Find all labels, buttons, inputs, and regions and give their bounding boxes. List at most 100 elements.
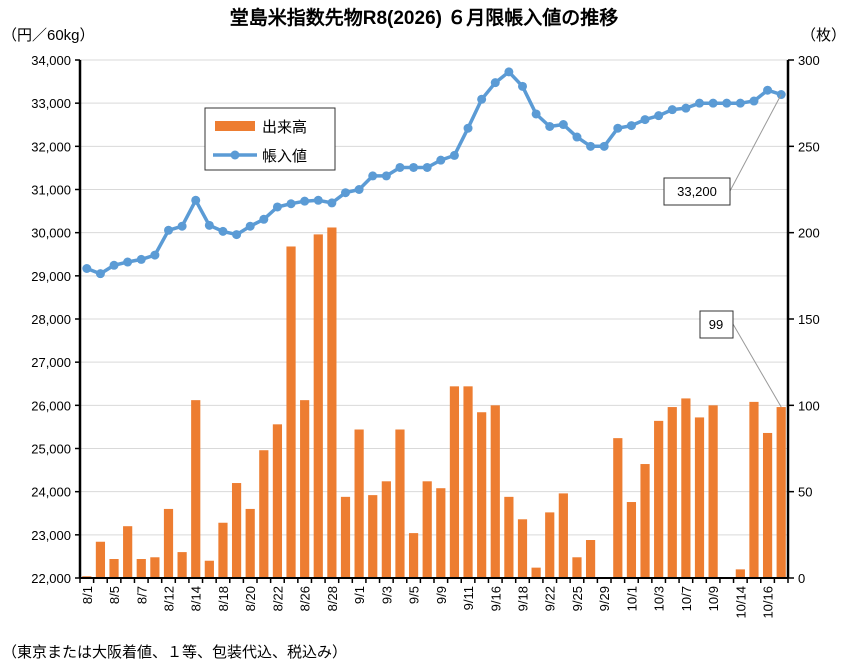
volume-bar <box>95 541 106 578</box>
left-tick-label: 22,000 <box>31 571 71 586</box>
left-tick-label: 31,000 <box>31 183 71 198</box>
settlement-point <box>300 196 310 206</box>
settlement-point <box>722 98 732 108</box>
settlement-point <box>449 150 459 160</box>
settlement-point <box>272 202 282 212</box>
settlement-point <box>245 221 255 231</box>
volume-bar <box>749 401 759 578</box>
volume-bar <box>463 386 473 578</box>
x-tick-label: 8/22 <box>270 586 285 611</box>
settlement-point <box>735 98 745 108</box>
callout-price: 33,200 <box>677 184 717 199</box>
settlement-point <box>477 94 487 104</box>
x-tick-label: 8/14 <box>189 586 204 611</box>
volume-bar <box>408 533 419 578</box>
volume-bar <box>313 234 323 579</box>
callout-box-price <box>663 177 731 206</box>
volume-bar <box>340 496 351 578</box>
volume-bar <box>504 496 514 578</box>
left-axis-unit: （円／60kg） <box>2 27 95 44</box>
settlement-point <box>218 226 228 236</box>
volume-bar <box>708 405 718 578</box>
volume-bar <box>259 450 269 578</box>
volume-bar <box>558 493 568 578</box>
settlement-point <box>463 123 473 133</box>
x-tick-label: 9/16 <box>488 586 503 611</box>
volume-bar <box>681 398 691 578</box>
settlement-point <box>409 162 419 172</box>
x-tick-label: 9/3 <box>379 586 394 604</box>
volume-bar <box>640 464 650 578</box>
volume-bar <box>354 429 364 578</box>
volume-bar <box>654 420 664 578</box>
x-tick-label: 8/12 <box>162 586 177 611</box>
settlement-point <box>613 123 623 133</box>
settlement-point <box>191 195 201 205</box>
settlement-point <box>654 111 664 121</box>
x-tick-label: 8/20 <box>243 586 258 611</box>
x-tick-label: 8/18 <box>216 586 231 611</box>
volume-bar <box>626 502 637 578</box>
footnote: （東京または大阪着値、１等、包装代込、税込み） <box>2 643 347 661</box>
left-tick-label: 34,000 <box>31 53 71 68</box>
right-tick-label: 300 <box>798 53 820 68</box>
settlement-point <box>640 115 650 125</box>
volume-bar <box>436 488 446 578</box>
chart-title: 堂島米指数先物R8(2026) ６月限帳入値の推移 <box>230 6 619 29</box>
x-tick-label: 8/28 <box>325 586 340 611</box>
left-tick-label: 24,000 <box>31 485 71 500</box>
volume-bar <box>218 522 228 578</box>
volume-bar <box>517 519 528 578</box>
right-tick-label: 250 <box>798 139 820 154</box>
volume-bar <box>694 417 705 578</box>
right-tick-label: 200 <box>798 226 820 241</box>
volume-bar <box>300 400 310 578</box>
settlement-point <box>558 120 568 130</box>
settlement-point <box>626 121 636 131</box>
settlement-point <box>150 250 160 260</box>
x-tick-label: 10/16 <box>761 586 776 619</box>
settlement-point <box>381 171 391 181</box>
volume-bar <box>449 386 460 578</box>
volume-bar <box>272 424 283 578</box>
settlement-line <box>82 67 786 279</box>
right-tick-label: 50 <box>798 485 812 500</box>
settlement-point <box>164 225 173 235</box>
settlement-point <box>109 260 119 270</box>
legend-label-settlement: 帳入値 <box>262 148 307 165</box>
x-tick-label: 10/9 <box>706 586 721 611</box>
volume-bar <box>368 495 378 578</box>
settlement-point <box>368 171 378 181</box>
x-tick-label: 8/5 <box>107 586 122 604</box>
x-tick-label: 9/18 <box>516 586 531 611</box>
x-tick-label: 9/1 <box>352 586 367 604</box>
x-tick-label: 10/3 <box>652 586 667 611</box>
settlement-point <box>545 121 555 131</box>
left-tick-label: 26,000 <box>31 398 71 413</box>
volume-bar <box>327 227 337 578</box>
x-tick-label: 8/1 <box>80 586 95 604</box>
settlement-point <box>95 269 105 279</box>
right-tick-label: 100 <box>798 398 820 413</box>
volume-bar <box>231 483 242 578</box>
settlement-point <box>354 185 364 194</box>
settlement-point <box>667 105 677 115</box>
callout-leader-price <box>729 94 782 192</box>
settlement-point <box>572 132 582 142</box>
settlement-point <box>763 85 773 95</box>
left-tick-label: 33,000 <box>31 96 71 111</box>
volume-bar <box>735 569 745 578</box>
volume-bar <box>545 512 555 578</box>
x-tick-label: 9/5 <box>407 586 422 604</box>
settlement-point <box>586 141 596 151</box>
left-tick-label: 32,000 <box>31 139 71 154</box>
x-tick-label: 10/7 <box>679 586 694 611</box>
left-tick-label: 25,000 <box>31 442 71 457</box>
volume-bar <box>531 567 541 578</box>
callouts: 33,200 99 <box>663 94 782 408</box>
volume-bar <box>177 552 187 578</box>
x-tick-label: 9/9 <box>434 586 449 604</box>
volume-bar <box>613 438 623 578</box>
volume-bar <box>422 481 432 578</box>
callout-box-volume <box>699 310 734 339</box>
